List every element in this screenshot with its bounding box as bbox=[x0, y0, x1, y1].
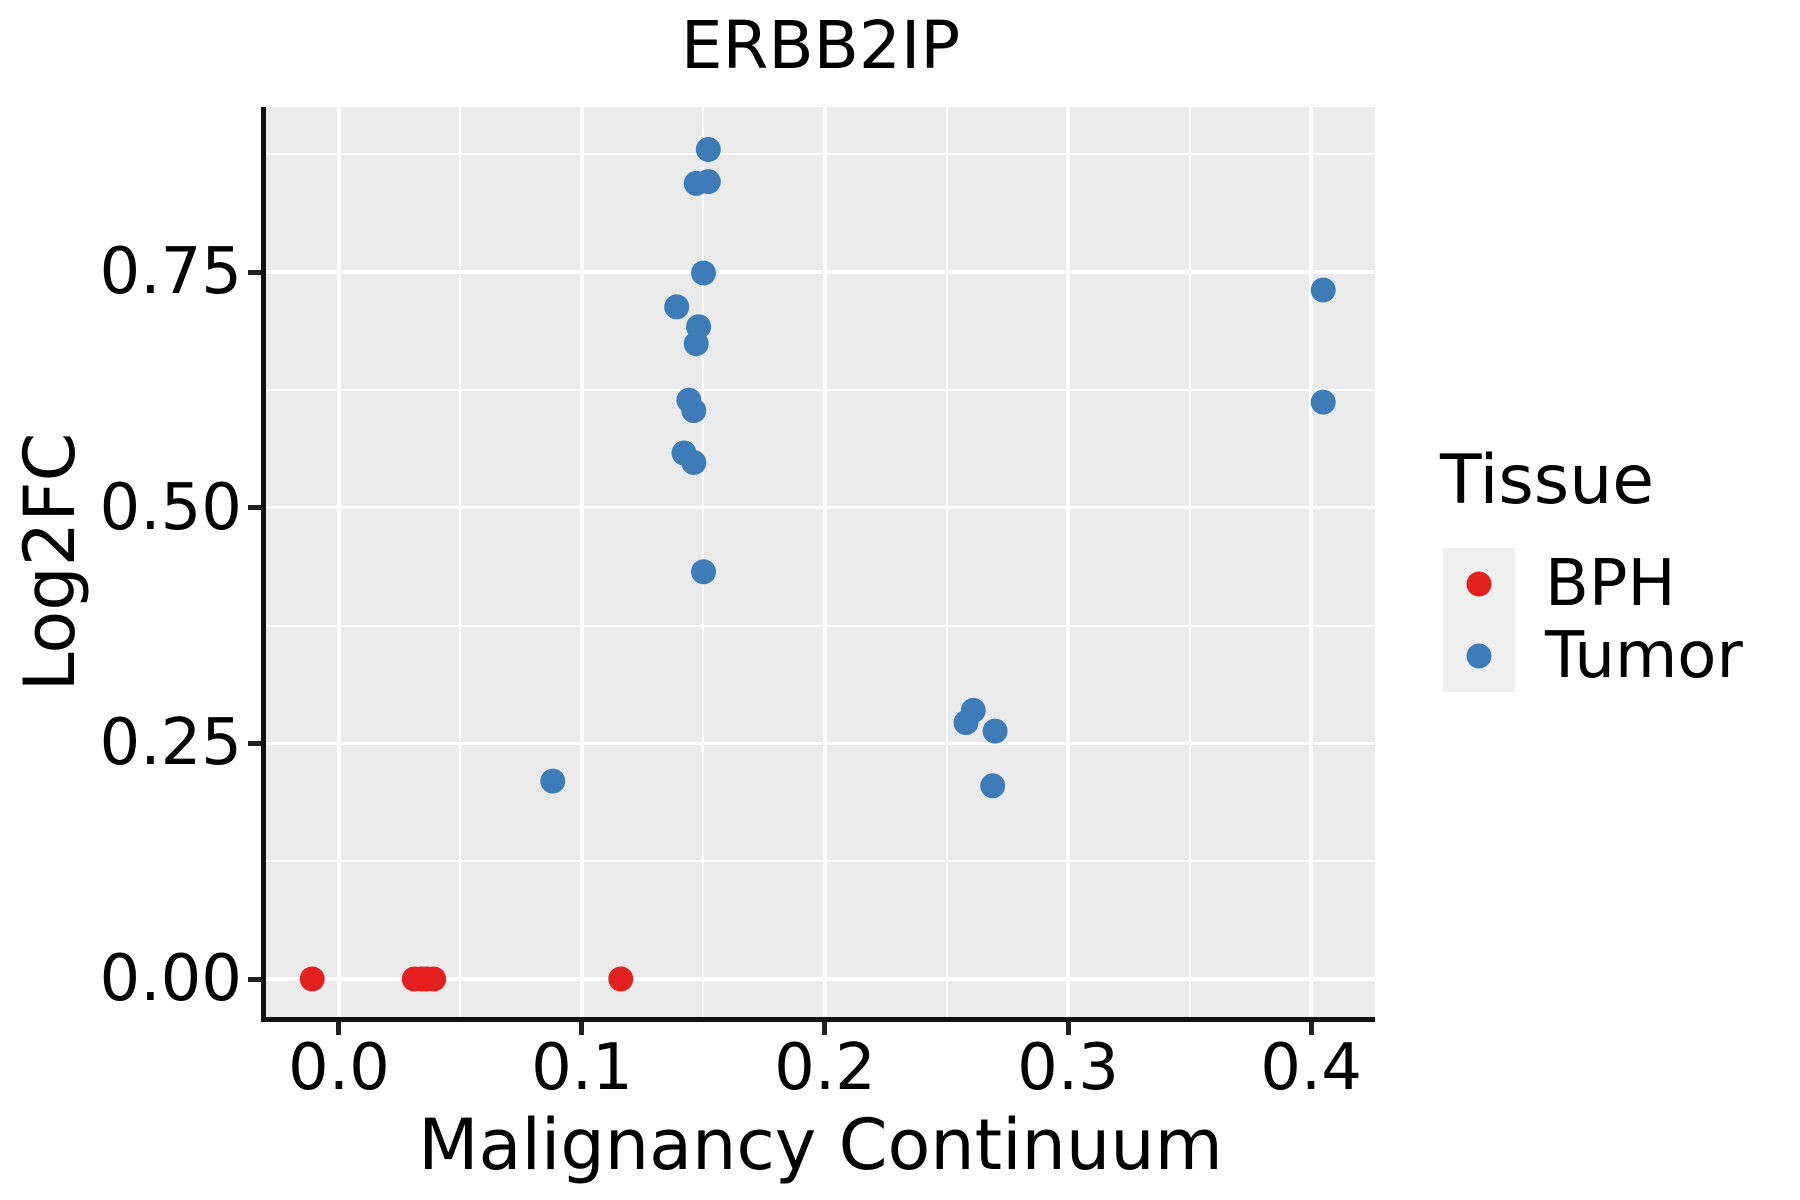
x-axis-line bbox=[261, 1017, 1375, 1022]
y-tick-mark bbox=[248, 505, 261, 511]
x-axis-title: Malignancy Continuum bbox=[418, 1104, 1223, 1186]
legend-entry-bph: BPH bbox=[1440, 546, 1770, 621]
data-point-tumor bbox=[695, 169, 721, 195]
data-point-tumor bbox=[691, 559, 716, 585]
legend-title: Tissue bbox=[1440, 441, 1655, 520]
x-gridline-minor bbox=[459, 107, 462, 1017]
x-tick-mark bbox=[1065, 1022, 1071, 1035]
chart-title: ERBB2IP bbox=[680, 7, 961, 84]
x-tick-label: 0.4 bbox=[1260, 1031, 1362, 1105]
y-gridline-minor bbox=[266, 153, 1375, 156]
x-gridline-major bbox=[823, 107, 827, 1017]
y-tick-label: 0.75 bbox=[99, 235, 243, 310]
y-gridline-minor bbox=[266, 860, 1375, 863]
y-tick-label: 0.25 bbox=[99, 706, 243, 781]
x-tick-label: 0.3 bbox=[1017, 1031, 1119, 1105]
data-point-tumor bbox=[681, 398, 707, 424]
x-tick-label: 0.0 bbox=[288, 1031, 390, 1105]
y-tick-label: 0.50 bbox=[99, 470, 243, 545]
y-gridline-major bbox=[266, 741, 1375, 746]
y-gridline-minor bbox=[266, 624, 1375, 627]
y-gridline-minor bbox=[266, 388, 1375, 391]
x-tick-mark bbox=[336, 1022, 342, 1035]
bph-marker-icon bbox=[1466, 571, 1492, 597]
legend-label-bph: BPH bbox=[1545, 546, 1676, 621]
x-gridline-major bbox=[1309, 107, 1313, 1017]
x-gridline-minor bbox=[945, 107, 948, 1017]
data-point-tumor bbox=[540, 768, 566, 794]
data-point-tumor bbox=[953, 710, 979, 736]
y-axis-title: Log2FC bbox=[9, 432, 91, 692]
legend-entry-tumor: Tumor bbox=[1440, 618, 1770, 693]
y-tick-mark bbox=[248, 740, 261, 746]
x-gridline-major bbox=[337, 107, 341, 1017]
data-point-tumor bbox=[683, 331, 709, 357]
y-gridline-major bbox=[266, 270, 1375, 274]
data-point-tumor bbox=[1310, 389, 1336, 415]
x-gridline-major bbox=[1066, 107, 1070, 1017]
data-point-tumor bbox=[664, 294, 690, 320]
scatter-points-layer bbox=[299, 137, 1336, 992]
data-point-bph bbox=[421, 966, 447, 992]
plot-panel bbox=[266, 107, 1375, 1017]
x-tick-mark bbox=[822, 1022, 828, 1035]
legend-label-tumor: Tumor bbox=[1545, 618, 1743, 693]
data-point-bph bbox=[299, 966, 325, 992]
data-point-tumor bbox=[982, 718, 1008, 744]
x-gridline-minor bbox=[1188, 107, 1191, 1017]
y-tick-mark bbox=[248, 269, 261, 275]
data-point-tumor bbox=[980, 773, 1006, 799]
x-tick-label: 0.2 bbox=[774, 1031, 876, 1105]
y-axis-line bbox=[261, 107, 266, 1022]
data-point-tumor bbox=[695, 137, 721, 162]
x-tick-mark bbox=[579, 1022, 585, 1035]
data-point-bph bbox=[608, 966, 634, 992]
legend-key-box bbox=[1443, 547, 1515, 620]
data-point-tumor bbox=[691, 260, 716, 286]
data-point-tumor bbox=[1310, 277, 1336, 303]
y-gridline-major bbox=[266, 977, 1375, 981]
y-tick-label: 0.00 bbox=[99, 942, 243, 1016]
x-gridline-major bbox=[580, 107, 584, 1017]
tumor-marker-icon bbox=[1466, 643, 1492, 669]
y-gridline-major bbox=[266, 505, 1375, 510]
y-tick-mark bbox=[248, 976, 261, 982]
data-point-tumor bbox=[681, 450, 707, 475]
x-tick-mark bbox=[1308, 1022, 1314, 1035]
legend-key-box bbox=[1443, 619, 1515, 692]
legend: Tissue BPH Tumor bbox=[1440, 440, 1790, 692]
x-tick-label: 0.1 bbox=[531, 1031, 633, 1105]
